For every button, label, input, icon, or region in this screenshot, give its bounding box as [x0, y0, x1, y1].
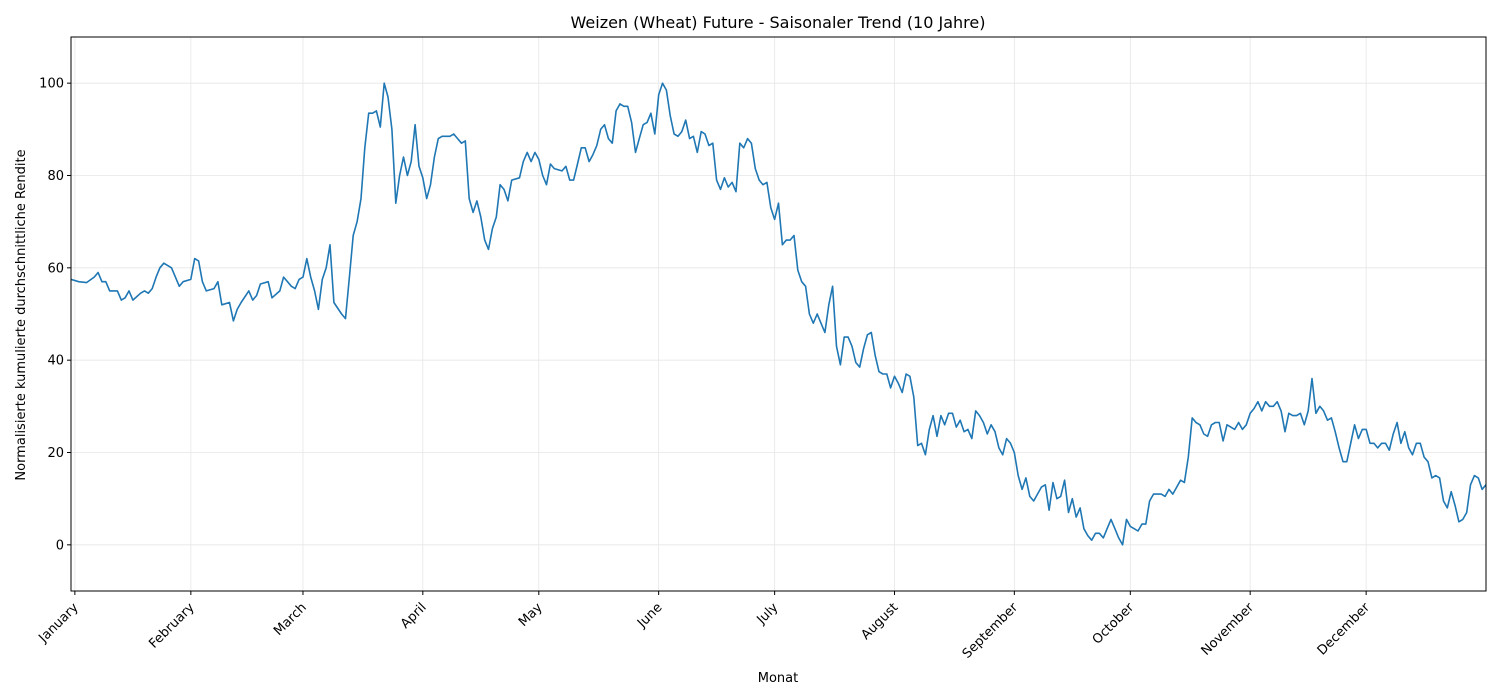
y-tick-label: 0 [56, 538, 64, 553]
y-tick-label: 80 [47, 169, 64, 184]
y-tick-label: 60 [47, 261, 64, 276]
x-axis-label: Monat [758, 671, 798, 686]
x-tick-label: September [960, 600, 1022, 662]
plot-area [70, 82, 1487, 546]
y-tick-label: 100 [39, 77, 64, 92]
chart-title: Weizen (Wheat) Future - Saisonaler Trend… [571, 13, 986, 32]
y-tick-label: 20 [47, 446, 64, 461]
x-tick-label: October [1090, 600, 1138, 648]
x-tick-label: November [1199, 600, 1258, 659]
x-tick-label: July [754, 600, 782, 628]
x-tick-label: February [146, 600, 198, 652]
x-tick-label: August [859, 600, 902, 643]
y-axis: 0 20 40 60 80 100 [39, 77, 71, 553]
x-tick-label: March [271, 600, 310, 639]
x-tick-label: May [516, 600, 546, 630]
y-tick-label: 40 [47, 354, 64, 369]
x-tick-label: December [1315, 600, 1374, 659]
plot-frame [70, 36, 1487, 592]
x-tick-label: June [634, 600, 665, 631]
x-tick-label: January [36, 600, 82, 646]
x-axis: January February March April May June July Augu… [36, 591, 1374, 662]
series-line [70, 82, 1487, 546]
x-tick-label: April [398, 600, 430, 632]
grid [71, 37, 1486, 591]
y-axis-label: Normalisierte kumulierte durchschnittlic… [14, 149, 29, 480]
